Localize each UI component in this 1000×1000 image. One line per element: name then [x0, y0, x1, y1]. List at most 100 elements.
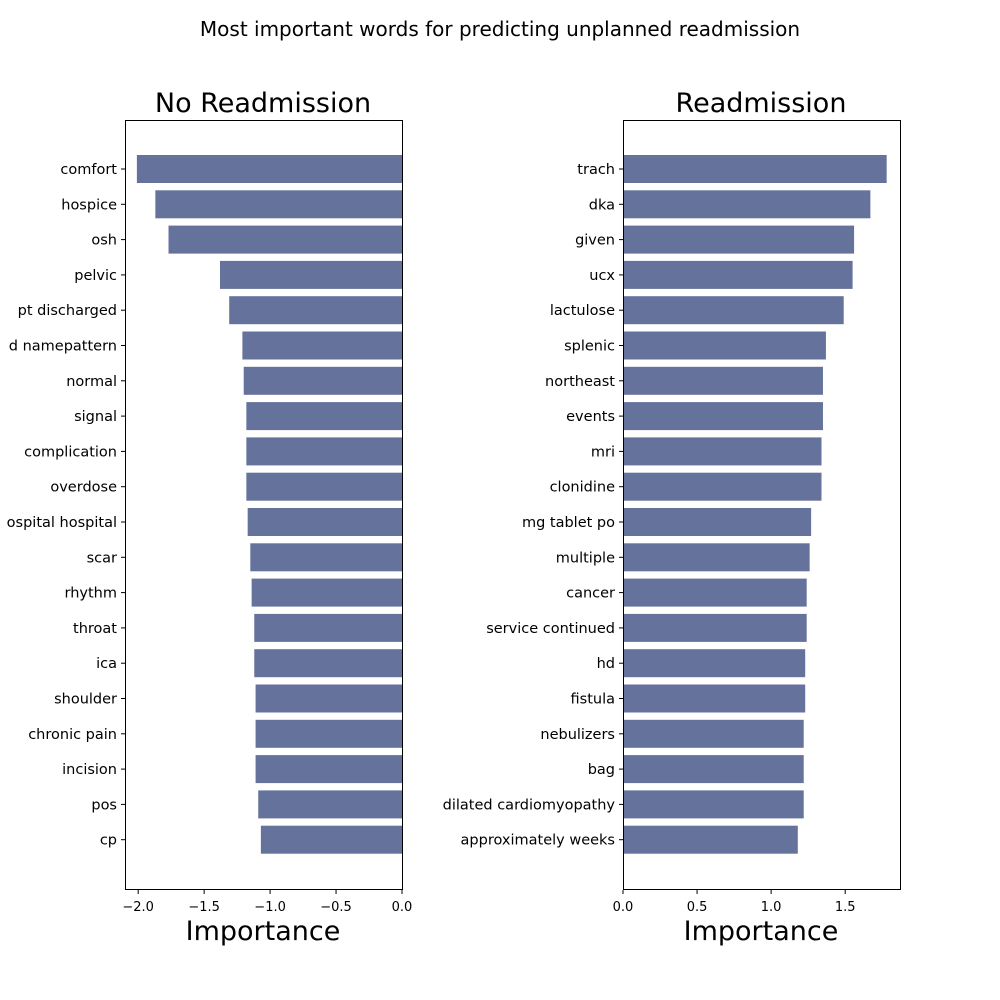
x-tick-label-no-readmission: 0.0 [392, 900, 413, 915]
y-tick-label-no-readmission: cp [100, 833, 117, 849]
y-tick-label-no-readmission: ica [96, 656, 117, 672]
bar-readmission [623, 508, 812, 536]
x-axis-label-no-readmission: Importance [186, 916, 341, 947]
bar-readmission [623, 296, 844, 325]
y-tick-label-readmission: splenic [564, 339, 615, 355]
y-tick-label-no-readmission: chronic pain [28, 727, 117, 743]
y-tick-label-no-readmission: shoulder [54, 692, 117, 708]
y-tick-label-readmission: cancer [566, 586, 615, 602]
bar-readmission [623, 684, 806, 713]
bar-readmission [623, 225, 855, 254]
x-axis-label-readmission: Importance [684, 916, 839, 947]
y-tick-label-no-readmission: pos [91, 797, 117, 813]
bar-readmission [623, 331, 826, 360]
y-tick-label-no-readmission: d namepattern [9, 339, 117, 355]
y-tick-label-readmission: events [566, 409, 615, 425]
y-tick-label-no-readmission: rhythm [65, 586, 117, 602]
bar-no-readmission [246, 437, 402, 466]
bar-no-readmission [255, 719, 402, 748]
bars-readmission [623, 155, 887, 854]
plot-frame-readmission [623, 120, 901, 890]
x-tick-label-no-readmission: −2.0 [122, 900, 154, 915]
y-tick-label-no-readmission: comfort [60, 162, 117, 178]
bar-no-readmission [254, 613, 402, 642]
y-tick-label-readmission: bag [588, 762, 615, 778]
bar-readmission [623, 613, 807, 642]
x-tick-label-readmission: 0.5 [687, 900, 708, 915]
bar-no-readmission [251, 578, 402, 607]
bar-no-readmission [250, 543, 402, 572]
y-tick-label-no-readmission: pt discharged [18, 303, 117, 319]
x-tick-label-readmission: 1.5 [835, 900, 856, 915]
y-tick-label-no-readmission: signal [74, 409, 117, 425]
y-tick-label-readmission: service continued [486, 621, 615, 637]
bar-no-readmission [247, 508, 402, 536]
x-tick-label-no-readmission: −1.0 [254, 900, 286, 915]
panel-title-no-readmission: No Readmission [155, 88, 371, 119]
y-tick-label-readmission: northeast [545, 374, 615, 390]
bar-readmission [623, 790, 804, 819]
y-tick-label-readmission: ucx [589, 268, 615, 284]
panel-readmission: Readmission trach dka given ucx lactulose spl… [443, 88, 901, 947]
y-tick-label-no-readmission: incision [62, 762, 117, 778]
figure-title: Most important words for predicting unpl… [200, 17, 800, 41]
y-tick-label-readmission: mri [591, 444, 615, 460]
bar-readmission [623, 578, 807, 607]
y-tick-label-no-readmission: scar [87, 550, 117, 566]
bar-readmission [623, 472, 822, 501]
bar-no-readmission [254, 649, 402, 678]
panel-title-readmission: Readmission [676, 88, 847, 119]
bar-readmission [623, 190, 871, 219]
bar-readmission [623, 755, 804, 784]
bar-readmission [623, 543, 810, 572]
bar-no-readmission [243, 366, 402, 395]
plot-frame-no-readmission [125, 120, 403, 890]
x-tick-label-no-readmission: −1.5 [188, 900, 220, 915]
y-tick-label-readmission: fistula [571, 692, 615, 708]
y-tick-label-readmission: nebulizers [540, 727, 615, 743]
bar-no-readmission [229, 296, 402, 325]
x-tick-label-readmission: 1.0 [761, 900, 782, 915]
bar-readmission [623, 260, 853, 289]
bar-readmission [623, 366, 823, 395]
y-tick-label-no-readmission: throat [73, 621, 117, 637]
bar-readmission [623, 437, 822, 466]
bar-no-readmission [155, 190, 402, 219]
bar-no-readmission [246, 472, 402, 501]
bar-readmission [623, 719, 804, 748]
y-tick-label-readmission: dilated cardiomyopathy [443, 797, 616, 813]
y-tick-label-no-readmission: pelvic [74, 268, 117, 284]
y-tick-label-no-readmission: complication [24, 444, 117, 460]
bar-no-readmission [255, 755, 402, 784]
y-tick-label-readmission: mg tablet po [522, 515, 615, 531]
x-ticks-no-readmission: comfort hospice osh pelvic pt discharged d na… [7, 162, 413, 915]
y-tick-label-readmission: multiple [556, 550, 615, 566]
y-tick-label-no-readmission: normal [66, 374, 117, 390]
bar-readmission [623, 155, 887, 183]
bar-readmission [623, 825, 798, 854]
bar-no-readmission [246, 402, 402, 431]
y-tick-label-readmission: trach [577, 162, 615, 178]
y-tick-label-readmission: approximately weeks [461, 833, 615, 849]
y-tick-label-no-readmission: osh [91, 233, 117, 249]
y-tick-label-readmission: dka [589, 197, 615, 213]
bar-no-readmission [258, 790, 402, 819]
bar-no-readmission [136, 155, 402, 183]
bar-readmission [623, 649, 806, 678]
bar-no-readmission [255, 684, 402, 713]
y-tick-label-no-readmission: hospice [61, 197, 117, 213]
y-tick-label-readmission: lactulose [550, 303, 615, 319]
x-tick-label-no-readmission: −0.5 [320, 900, 352, 915]
y-tick-label-no-readmission: ospital hospital [7, 515, 117, 531]
bar-no-readmission [260, 825, 402, 854]
bars-no-readmission [136, 155, 402, 854]
bar-no-readmission [168, 225, 402, 254]
bar-no-readmission [242, 331, 402, 360]
y-tick-label-readmission: given [575, 233, 615, 249]
y-tick-label-readmission: hd [597, 656, 615, 672]
y-tick-label-readmission: clonidine [550, 480, 616, 496]
panel-no-readmission: No Readmission comfort hospice osh pelvic pt… [7, 88, 413, 947]
x-tick-label-readmission: 0.0 [613, 900, 634, 915]
y-tick-label-no-readmission: overdose [50, 480, 117, 496]
